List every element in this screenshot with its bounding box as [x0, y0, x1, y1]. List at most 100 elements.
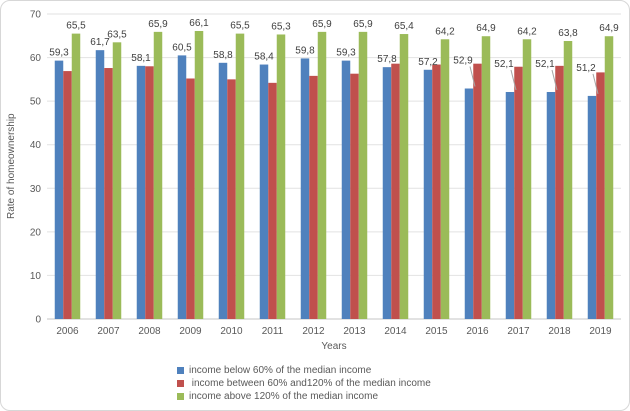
- bar-2007-above-120: [112, 42, 122, 319]
- legend-label-below-60: income below 60% of the median income: [189, 365, 372, 376]
- data-label-2006-below-60: 59,3: [49, 48, 69, 59]
- data-label-2007-below-60: 61,7: [90, 37, 110, 48]
- data-label-2014-below-60: 57,8: [377, 54, 397, 65]
- bar-2013-above-120: [358, 31, 368, 320]
- data-label-2018-below-60: 52,1: [535, 59, 555, 70]
- data-label-2013-below-60: 59,3: [336, 48, 356, 59]
- bar-2019-below-60: [587, 95, 597, 319]
- bar-2007-below-60: [95, 50, 105, 319]
- x-tick-2006: 2006: [56, 326, 79, 337]
- x-tick-2014: 2014: [384, 326, 407, 337]
- x-tick-2013: 2013: [343, 326, 366, 337]
- bar-2017-below-60: [505, 91, 515, 320]
- bar-2006-below-60: [54, 60, 64, 320]
- legend-label-above-120: income above 120% of the median income: [189, 391, 379, 402]
- bar-2016-above-120: [481, 36, 491, 319]
- bar-2012-above-120: [317, 31, 327, 320]
- x-axis-title: Years: [321, 341, 347, 352]
- x-tick-2012: 2012: [302, 326, 325, 337]
- bar-2010-above-120: [235, 33, 245, 320]
- data-label-2017-above-120: 64,2: [517, 26, 537, 37]
- leader-line-2016-below-60: [469, 66, 476, 87]
- data-label-2006-above-120: 65,5: [66, 21, 86, 32]
- data-label-2010-below-60: 58,8: [213, 50, 233, 61]
- bar-2015-above-120: [440, 39, 450, 320]
- bar-2009-below-60: [177, 55, 187, 319]
- bar-2008-60-120: [145, 66, 154, 319]
- bar-2014-above-120: [399, 34, 409, 319]
- data-label-2018-above-120: 63,8: [558, 28, 578, 39]
- legend-item-below-60: income below 60% of the median income: [177, 364, 431, 377]
- bar-2011-below-60: [259, 64, 269, 319]
- bar-2015-below-60: [423, 69, 433, 320]
- bar-2017-60-120: [514, 66, 523, 319]
- legend-item-60-120: income between 60% and120% of the median…: [177, 377, 431, 390]
- data-label-2017-below-60: 52,1: [494, 59, 514, 70]
- bar-2006-above-120: [71, 33, 81, 320]
- legend-swatch-above-120-icon: [177, 393, 184, 400]
- bar-2018-above-120: [563, 41, 573, 319]
- y-tick-0: 0: [35, 315, 41, 326]
- legend-swatch-60-120-icon: [177, 380, 184, 387]
- bar-2017-above-120: [522, 39, 532, 320]
- x-tick-2018: 2018: [548, 326, 571, 337]
- data-label-2010-above-120: 65,5: [230, 21, 250, 32]
- leader-line-2017-below-60: [510, 69, 517, 91]
- data-label-2013-above-120: 65,9: [353, 19, 373, 30]
- y-tick-20: 20: [30, 227, 42, 238]
- bar-2010-below-60: [218, 62, 228, 320]
- bar-2016-below-60: [464, 88, 474, 319]
- x-tick-2008: 2008: [138, 326, 161, 337]
- data-label-2012-above-120: 65,9: [312, 19, 332, 30]
- bar-2011-60-120: [268, 82, 277, 319]
- bar-2014-60-120: [391, 63, 400, 319]
- bar-2009-above-120: [194, 30, 204, 320]
- data-label-2011-below-60: 58,4: [254, 52, 274, 63]
- bar-2018-60-120: [555, 65, 564, 319]
- y-tick-70: 70: [30, 10, 42, 21]
- legend: income below 60% of the median income in…: [177, 364, 431, 403]
- data-label-2008-below-60: 58,1: [131, 53, 151, 64]
- x-tick-2017: 2017: [507, 326, 530, 337]
- bar-2019-above-120: [604, 36, 614, 319]
- x-tick-2015: 2015: [425, 326, 448, 337]
- data-label-2019-above-120: 64,9: [599, 23, 619, 34]
- data-label-2009-below-60: 60,5: [172, 42, 192, 53]
- data-label-2015-above-120: 64,2: [435, 26, 455, 37]
- x-tick-2016: 2016: [466, 326, 489, 337]
- x-tick-2007: 2007: [97, 326, 120, 337]
- y-axis-title: Rate of homeownership: [6, 113, 17, 220]
- bar-2013-below-60: [341, 60, 351, 320]
- x-tick-2019: 2019: [589, 326, 612, 337]
- bar-2009-60-120: [186, 78, 195, 320]
- leader-line-2019-below-60: [592, 73, 599, 95]
- bar-2018-below-60: [546, 91, 556, 320]
- bar-2011-above-120: [276, 34, 286, 319]
- data-label-2015-below-60: 57,2: [418, 57, 438, 68]
- data-label-2012-below-60: 59,8: [295, 45, 315, 56]
- bar-2014-below-60: [382, 67, 392, 319]
- bar-2015-60-120: [432, 64, 441, 319]
- bar-2012-below-60: [300, 58, 310, 319]
- bar-2013-60-120: [350, 73, 359, 319]
- data-label-2007-above-120: 63,5: [107, 29, 127, 40]
- y-tick-60: 60: [30, 53, 42, 64]
- y-tick-10: 10: [30, 271, 42, 282]
- bar-2007-60-120: [104, 68, 113, 319]
- data-label-2016-below-60: 52,9: [453, 56, 473, 67]
- legend-label-60-120: income between 60% and120% of the median…: [189, 378, 431, 389]
- y-tick-50: 50: [30, 97, 42, 108]
- bar-2016-60-120: [473, 63, 482, 319]
- data-label-2009-above-120: 66,1: [189, 18, 209, 29]
- y-tick-40: 40: [30, 140, 42, 151]
- bar-2012-60-120: [309, 75, 318, 320]
- legend-swatch-below-60-icon: [177, 367, 184, 374]
- data-label-2011-above-120: 65,3: [271, 21, 291, 32]
- x-tick-2011: 2011: [262, 326, 284, 337]
- bar-2010-60-120: [227, 79, 236, 319]
- data-label-2019-below-60: 51,2: [576, 63, 596, 74]
- bar-2019-60-120: [596, 72, 605, 319]
- data-label-2014-above-120: 65,4: [394, 21, 414, 32]
